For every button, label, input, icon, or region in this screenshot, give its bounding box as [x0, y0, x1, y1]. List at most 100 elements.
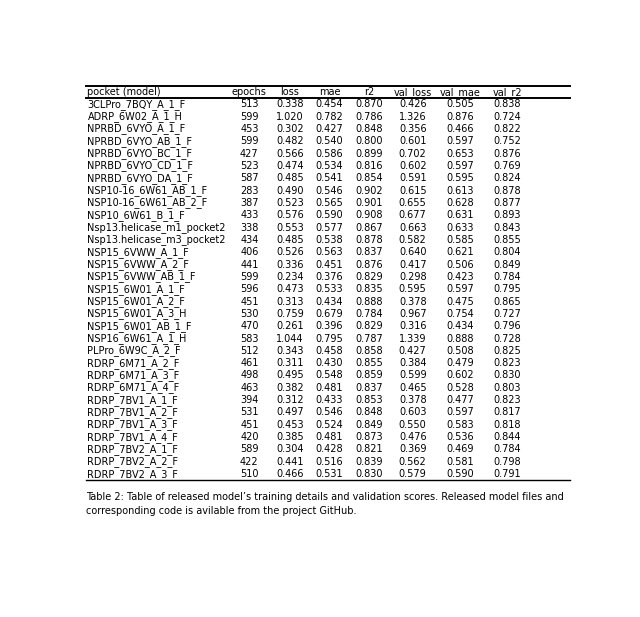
- Text: 0.576: 0.576: [276, 210, 303, 220]
- Text: 0.469: 0.469: [447, 444, 474, 455]
- Text: 0.550: 0.550: [399, 420, 427, 430]
- Text: 0.548: 0.548: [316, 370, 343, 381]
- Text: 0.829: 0.829: [355, 321, 383, 331]
- Text: pocket (model): pocket (model): [88, 87, 161, 97]
- Text: 0.376: 0.376: [316, 272, 343, 282]
- Text: corresponding code is avilable from the project GitHub.: corresponding code is avilable from the …: [86, 507, 356, 516]
- Text: Table 2: Table of released model’s training details and validation scores. Relea: Table 2: Table of released model’s train…: [86, 492, 564, 502]
- Text: 0.601: 0.601: [399, 136, 426, 146]
- Text: 0.476: 0.476: [399, 432, 426, 442]
- Text: NSP15_6W01_A_3_H: NSP15_6W01_A_3_H: [88, 308, 187, 320]
- Text: r2: r2: [364, 87, 374, 97]
- Text: NPRBD_6VYO_CD_1_F: NPRBD_6VYO_CD_1_F: [88, 160, 193, 172]
- Text: 0.823: 0.823: [494, 358, 522, 368]
- Text: 0.541: 0.541: [316, 173, 343, 183]
- Text: val_r2: val_r2: [493, 86, 522, 97]
- Text: 0.336: 0.336: [276, 260, 303, 270]
- Text: 0.800: 0.800: [355, 136, 383, 146]
- Text: NSP15_6VWW_A_2_F: NSP15_6VWW_A_2_F: [88, 259, 189, 270]
- Text: loss: loss: [280, 87, 299, 97]
- Text: 0.615: 0.615: [399, 186, 426, 196]
- Text: 583: 583: [240, 334, 259, 344]
- Text: 0.538: 0.538: [316, 235, 343, 245]
- Text: 0.566: 0.566: [276, 149, 303, 159]
- Text: 0.396: 0.396: [316, 321, 343, 331]
- Text: 0.458: 0.458: [316, 346, 343, 356]
- Text: 0.854: 0.854: [355, 173, 383, 183]
- Text: 0.536: 0.536: [446, 432, 474, 442]
- Text: 0.798: 0.798: [494, 457, 522, 466]
- Text: NSP10_6W61_B_1_F: NSP10_6W61_B_1_F: [88, 210, 185, 221]
- Text: 0.655: 0.655: [399, 198, 427, 208]
- Text: NSP15_6VWW_AB_1_F: NSP15_6VWW_AB_1_F: [88, 271, 196, 283]
- Text: 0.876: 0.876: [494, 149, 522, 159]
- Text: 0.902: 0.902: [355, 186, 383, 196]
- Text: 0.663: 0.663: [399, 223, 426, 233]
- Text: 451: 451: [240, 297, 259, 307]
- Text: NSP15_6W01_AB_1_F: NSP15_6W01_AB_1_F: [88, 321, 192, 332]
- Text: 0.876: 0.876: [446, 112, 474, 122]
- Text: 0.430: 0.430: [316, 358, 343, 368]
- Text: NSP16_6W61_A_1_H: NSP16_6W61_A_1_H: [88, 333, 187, 344]
- Text: Nsp13.helicase_m1_pocket2: Nsp13.helicase_m1_pocket2: [88, 222, 226, 233]
- Text: 0.485: 0.485: [276, 235, 303, 245]
- Text: 0.754: 0.754: [446, 309, 474, 319]
- Text: 0.843: 0.843: [494, 223, 522, 233]
- Text: 463: 463: [240, 383, 259, 393]
- Text: NSP15_6W01_A_2_F: NSP15_6W01_A_2_F: [88, 296, 186, 307]
- Text: 523: 523: [240, 161, 259, 171]
- Text: 0.534: 0.534: [316, 161, 343, 171]
- Text: 0.877: 0.877: [493, 198, 522, 208]
- Text: 0.313: 0.313: [276, 297, 303, 307]
- Text: 0.839: 0.839: [355, 457, 383, 466]
- Text: 422: 422: [240, 457, 259, 466]
- Text: 0.563: 0.563: [316, 247, 343, 257]
- Text: 510: 510: [240, 469, 259, 479]
- Text: RDRP_7BV2_A_3_F: RDRP_7BV2_A_3_F: [88, 469, 179, 479]
- Text: mae: mae: [319, 87, 340, 97]
- Text: 0.830: 0.830: [494, 370, 522, 381]
- Text: 0.590: 0.590: [316, 210, 343, 220]
- Text: 0.591: 0.591: [399, 173, 426, 183]
- Text: 0.385: 0.385: [276, 432, 303, 442]
- Text: 0.823: 0.823: [494, 395, 522, 405]
- Text: 0.837: 0.837: [355, 247, 383, 257]
- Text: 0.796: 0.796: [494, 321, 522, 331]
- Text: 0.473: 0.473: [276, 284, 303, 294]
- Text: 0.829: 0.829: [355, 272, 383, 282]
- Text: 0.597: 0.597: [446, 136, 474, 146]
- Text: 0.599: 0.599: [399, 370, 426, 381]
- Text: 0.579: 0.579: [399, 469, 427, 479]
- Text: 0.481: 0.481: [316, 383, 343, 393]
- Text: 0.595: 0.595: [399, 284, 427, 294]
- Text: 0.769: 0.769: [494, 161, 522, 171]
- Text: 0.586: 0.586: [316, 149, 343, 159]
- Text: ADRP_6W02_A_1_H: ADRP_6W02_A_1_H: [88, 111, 182, 122]
- Text: 0.441: 0.441: [276, 457, 303, 466]
- Text: 0.752: 0.752: [493, 136, 522, 146]
- Text: RDRP_7BV1_A_1_F: RDRP_7BV1_A_1_F: [88, 395, 178, 405]
- Text: 461: 461: [240, 358, 259, 368]
- Text: NSP10-16_6W61_AB_1_F: NSP10-16_6W61_AB_1_F: [88, 185, 207, 196]
- Text: 0.865: 0.865: [494, 297, 522, 307]
- Text: 0.791: 0.791: [494, 469, 522, 479]
- Text: 0.481: 0.481: [316, 432, 343, 442]
- Text: 596: 596: [240, 284, 259, 294]
- Text: 0.855: 0.855: [493, 235, 522, 245]
- Text: 451: 451: [240, 420, 259, 430]
- Text: 0.859: 0.859: [355, 370, 383, 381]
- Text: 0.523: 0.523: [276, 198, 303, 208]
- Text: 513: 513: [240, 99, 259, 109]
- Text: 0.516: 0.516: [316, 457, 343, 466]
- Text: 0.849: 0.849: [494, 260, 522, 270]
- Text: val_loss: val_loss: [394, 86, 432, 97]
- Text: 0.818: 0.818: [494, 420, 522, 430]
- Text: 0.531: 0.531: [316, 469, 343, 479]
- Text: 0.837: 0.837: [355, 383, 383, 393]
- Text: 0.505: 0.505: [446, 99, 474, 109]
- Text: 512: 512: [240, 346, 259, 356]
- Text: 0.728: 0.728: [493, 334, 522, 344]
- Text: 0.759: 0.759: [276, 309, 303, 319]
- Text: 0.855: 0.855: [355, 358, 383, 368]
- Text: 406: 406: [240, 247, 259, 257]
